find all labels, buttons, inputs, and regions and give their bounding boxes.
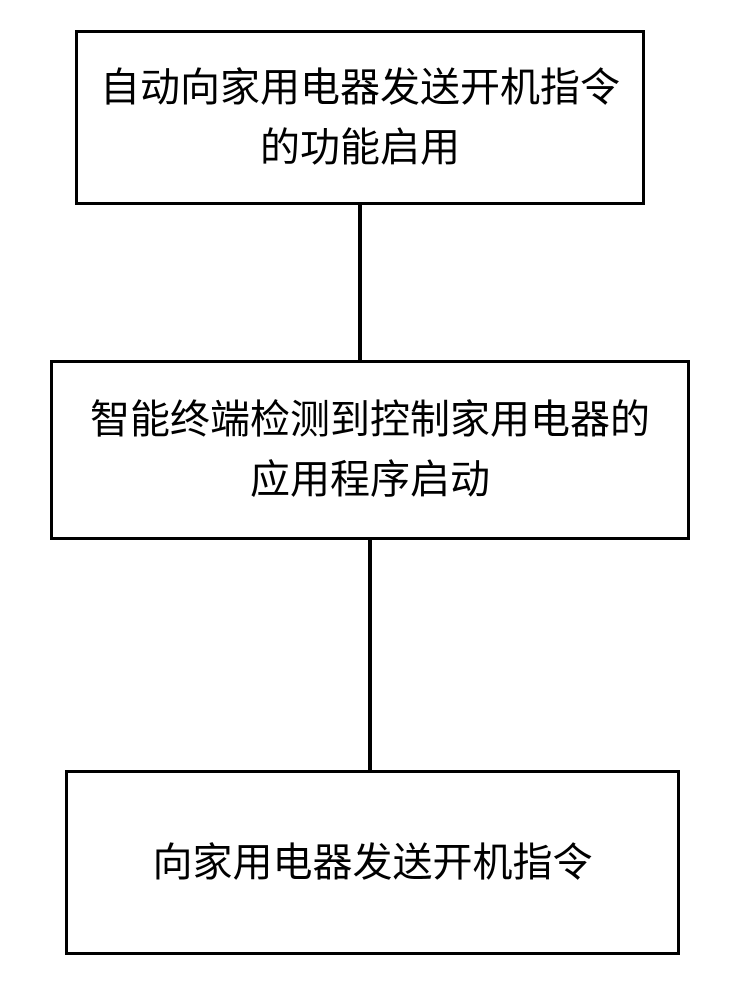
flow-connector-1 <box>358 205 362 360</box>
flow-node-2: 智能终端检测到控制家用电器的应用程序启动 <box>50 360 690 540</box>
flow-connector-2 <box>368 540 372 770</box>
flow-node-3-text: 向家用电器发送开机指令 <box>153 833 593 893</box>
flow-node-1-text: 自动向家用电器发送开机指令的功能启用 <box>98 58 622 178</box>
flow-node-1: 自动向家用电器发送开机指令的功能启用 <box>75 30 645 205</box>
flow-node-2-text: 智能终端检测到控制家用电器的应用程序启动 <box>73 390 667 510</box>
flowchart-container: 自动向家用电器发送开机指令的功能启用 智能终端检测到控制家用电器的应用程序启动 … <box>0 0 752 1000</box>
flow-node-3: 向家用电器发送开机指令 <box>65 770 680 955</box>
